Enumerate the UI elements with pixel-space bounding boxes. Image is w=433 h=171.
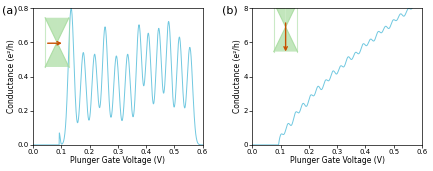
Polygon shape — [45, 42, 57, 67]
X-axis label: Plunger Gate Voltage (V): Plunger Gate Voltage (V) — [70, 156, 165, 166]
Polygon shape — [274, 2, 286, 27]
Polygon shape — [57, 18, 69, 42]
Y-axis label: Conductance (e²/h): Conductance (e²/h) — [7, 40, 16, 113]
X-axis label: Plunger Gate Voltage (V): Plunger Gate Voltage (V) — [290, 156, 385, 166]
Polygon shape — [286, 2, 297, 27]
Polygon shape — [45, 18, 57, 42]
Text: (b): (b) — [222, 5, 238, 15]
Text: (a): (a) — [3, 5, 18, 15]
Polygon shape — [286, 27, 297, 52]
Polygon shape — [274, 27, 286, 52]
Polygon shape — [57, 42, 69, 67]
Y-axis label: Conductance (e²/h): Conductance (e²/h) — [233, 40, 242, 113]
